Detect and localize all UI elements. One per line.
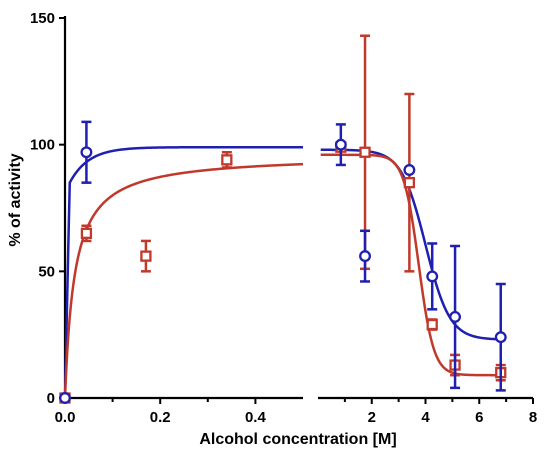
- fit-curve-series-2-left: [63, 162, 304, 399]
- y-tick-label: 100: [30, 137, 55, 154]
- x-tick-label: 4: [421, 409, 430, 426]
- point-series-2-right: [426, 318, 438, 331]
- point-series-2-left: [140, 250, 152, 262]
- fit-curve-series-1-left: [63, 145, 304, 399]
- point-series-2-right: [403, 177, 416, 189]
- point-series-1-left: [59, 392, 71, 404]
- point-series-1-right: [334, 138, 347, 151]
- x-tick-label: 2: [368, 409, 376, 426]
- y-tick-label: 0: [47, 390, 55, 407]
- axes: 0 50 100 150 0.0 0.2 0.4 2 4 6 8: [30, 10, 537, 426]
- point-series-1-right: [494, 331, 507, 344]
- point-series-2-right: [359, 146, 371, 158]
- x-tick-label: 0.2: [150, 409, 171, 426]
- x-axis-title: Alcohol concentration [M]: [199, 431, 396, 448]
- point-series-1-right: [403, 164, 416, 176]
- fit-curve-series-1-right: [320, 148, 502, 341]
- x-tick-label: 8: [529, 409, 537, 426]
- point-series-1-right: [426, 270, 439, 283]
- point-series-2-left: [221, 154, 233, 166]
- x-tick-label: 0.0: [55, 409, 76, 426]
- point-series-1-right: [359, 250, 371, 263]
- point-series-2-left: [80, 227, 93, 239]
- y-axis-title: % of activity: [7, 153, 24, 246]
- y-tick-label: 50: [38, 263, 55, 280]
- y-tick-label: 150: [30, 10, 55, 27]
- x-tick-label: 6: [475, 409, 483, 426]
- fit-curves: [63, 145, 502, 399]
- point-series-1-right: [449, 310, 462, 323]
- data-marks: [59, 34, 507, 404]
- x-tick-label: 0.4: [245, 409, 267, 426]
- fit-curve-series-2-right: [320, 153, 502, 377]
- point-series-1-left: [80, 146, 93, 159]
